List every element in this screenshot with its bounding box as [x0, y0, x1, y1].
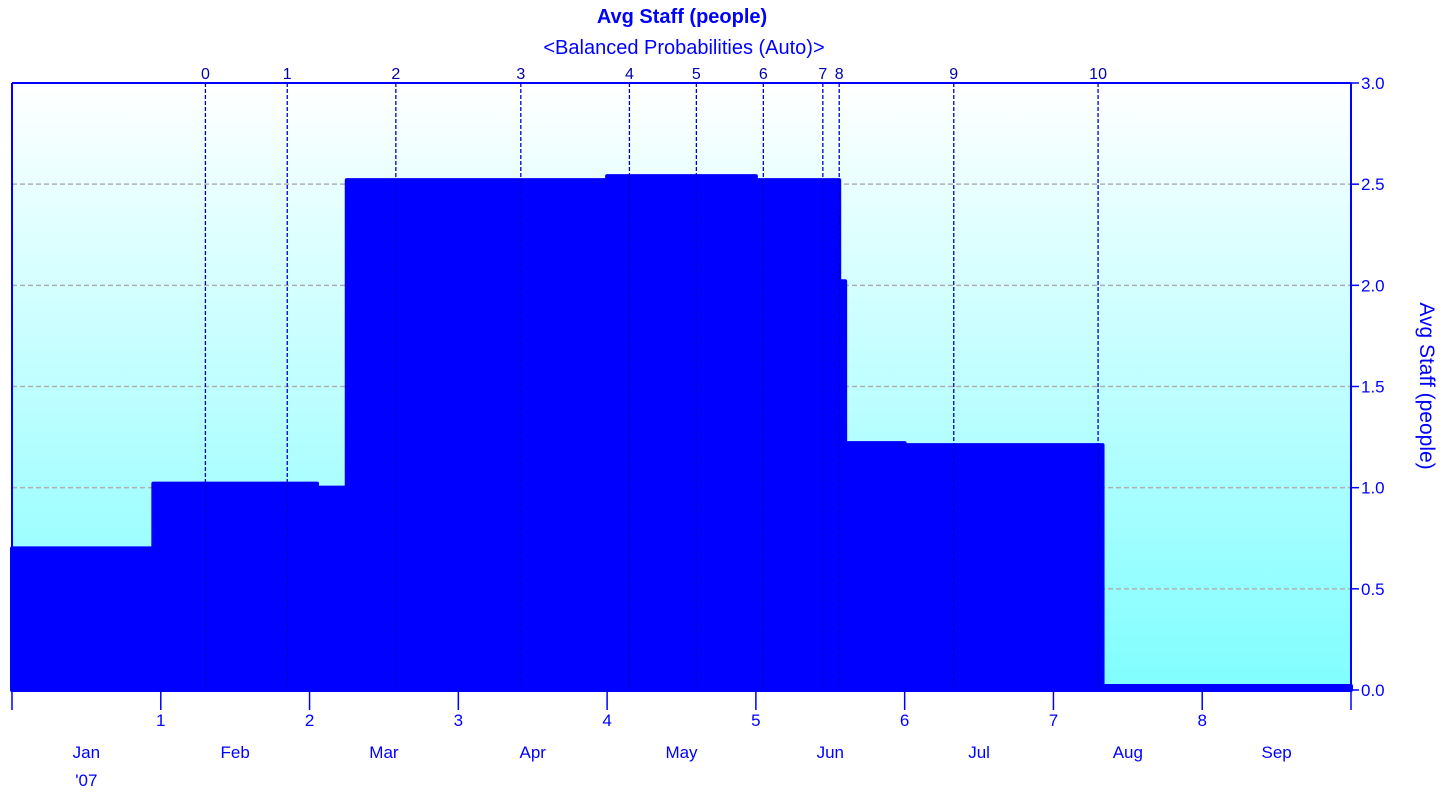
x-tick-label-8: 8 — [1197, 711, 1206, 730]
y-tick-label-5: 2.5 — [1361, 175, 1385, 194]
y-tick-label-6: 3.0 — [1361, 74, 1385, 93]
area-step-1 — [151, 481, 319, 692]
gridlines — [12, 183, 1351, 590]
milestone-markers: 0 1 2 3 4 5 6 7 8 9 10 — [201, 66, 1107, 690]
y-tick-label-3: 1.5 — [1361, 378, 1385, 397]
x-month-label-jul: Jul — [968, 743, 990, 762]
area-step-0 — [10, 546, 156, 692]
y-tick-label-4: 2.0 — [1361, 276, 1385, 295]
area-step-3 — [344, 178, 610, 692]
y-tick-label-0: 0.0 — [1361, 681, 1385, 700]
milestone-label-0: 0 — [201, 66, 210, 83]
x-month-label-may: May — [665, 743, 698, 762]
milestone-label-9: 9 — [949, 66, 958, 83]
milestone-label-7: 7 — [818, 66, 827, 83]
chart-title: Avg Staff (people) — [597, 6, 767, 28]
milestone-label-2: 2 — [391, 66, 400, 83]
area-step-5 — [753, 178, 842, 692]
chart-subtitle: <Balanced Probabilities (Auto)> — [543, 37, 824, 59]
milestone-label-4: 4 — [625, 66, 634, 83]
x-month-label-sep: Sep — [1261, 743, 1291, 762]
milestone-label-10: 10 — [1089, 66, 1107, 83]
x-month-label-mar: Mar — [369, 743, 399, 762]
x-tick-label-2: 2 — [305, 711, 314, 730]
staff-area — [10, 174, 1354, 693]
x-tick-label-1: 1 — [156, 711, 165, 730]
x-tick-label-7: 7 — [1049, 711, 1058, 730]
milestone-label-3: 3 — [516, 66, 525, 83]
y-tick-label-2: 1.0 — [1361, 479, 1385, 498]
y-axis-label: Avg Staff (people) — [1415, 302, 1438, 469]
milestone-label-1: 1 — [283, 66, 292, 83]
x-tick-label-5: 5 — [751, 711, 760, 730]
x-month-label-jan: Jan — [73, 743, 100, 762]
axes — [11, 82, 1359, 710]
area-step-8 — [902, 443, 1105, 692]
area-step-7 — [843, 441, 907, 692]
milestone-label-6: 6 — [759, 66, 768, 83]
milestone-label-5: 5 — [692, 66, 701, 83]
x-month-label-aug: Aug — [1113, 743, 1143, 762]
x-month-label-apr: Apr — [519, 743, 546, 762]
x-tick-label-6: 6 — [900, 711, 909, 730]
area-step-2 — [314, 485, 349, 692]
axis-labels: 0.0 0.5 1.0 1.5 2.0 2.5 3.0 1 2 3 4 5 6 7 8 Jan Feb Mar Ap… — [73, 74, 1385, 790]
x-month-label-jun: Jun — [817, 743, 844, 762]
x-tick-label-3: 3 — [454, 711, 463, 730]
x-year-label: '07 — [75, 771, 97, 790]
x-month-label-feb: Feb — [221, 743, 250, 762]
y-tick-label-1: 0.5 — [1361, 580, 1385, 599]
milestone-label-8: 8 — [835, 66, 844, 83]
x-tick-label-4: 4 — [602, 711, 611, 730]
